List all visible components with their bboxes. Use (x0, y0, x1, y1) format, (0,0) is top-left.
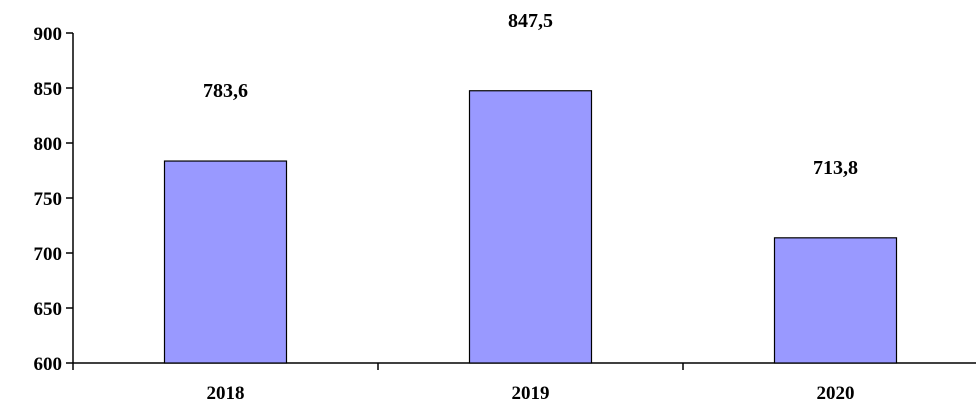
y-tick-label-850: 850 (34, 79, 63, 100)
y-tick-label-800: 800 (34, 134, 63, 155)
x-axis: 2018 2019 2020 (72, 362, 976, 404)
x-tick-label-2018: 2018 (207, 383, 245, 404)
bar-2020 (773, 237, 898, 364)
data-label-2020: 713,8 (813, 157, 858, 179)
data-label-2018: 783,6 (203, 80, 248, 102)
y-axis: 900 850 800 750 700 650 600 (34, 24, 74, 375)
x-tick-label-2020: 2020 (817, 383, 855, 404)
y-tick-label-700: 700 (34, 244, 63, 265)
data-label-2019: 847,5 (508, 10, 553, 32)
y-tick-label-600: 600 (34, 354, 63, 375)
y-tick-label-900: 900 (34, 24, 63, 45)
bar-2018 (163, 160, 288, 364)
bar-2019 (468, 90, 593, 364)
data-labels: 783,6 847,5 713,8 (203, 10, 858, 179)
y-tick-label-650: 650 (34, 299, 63, 320)
bars (163, 90, 898, 364)
y-tick-label-750: 750 (34, 189, 63, 210)
x-tick-label-2019: 2019 (512, 383, 550, 404)
